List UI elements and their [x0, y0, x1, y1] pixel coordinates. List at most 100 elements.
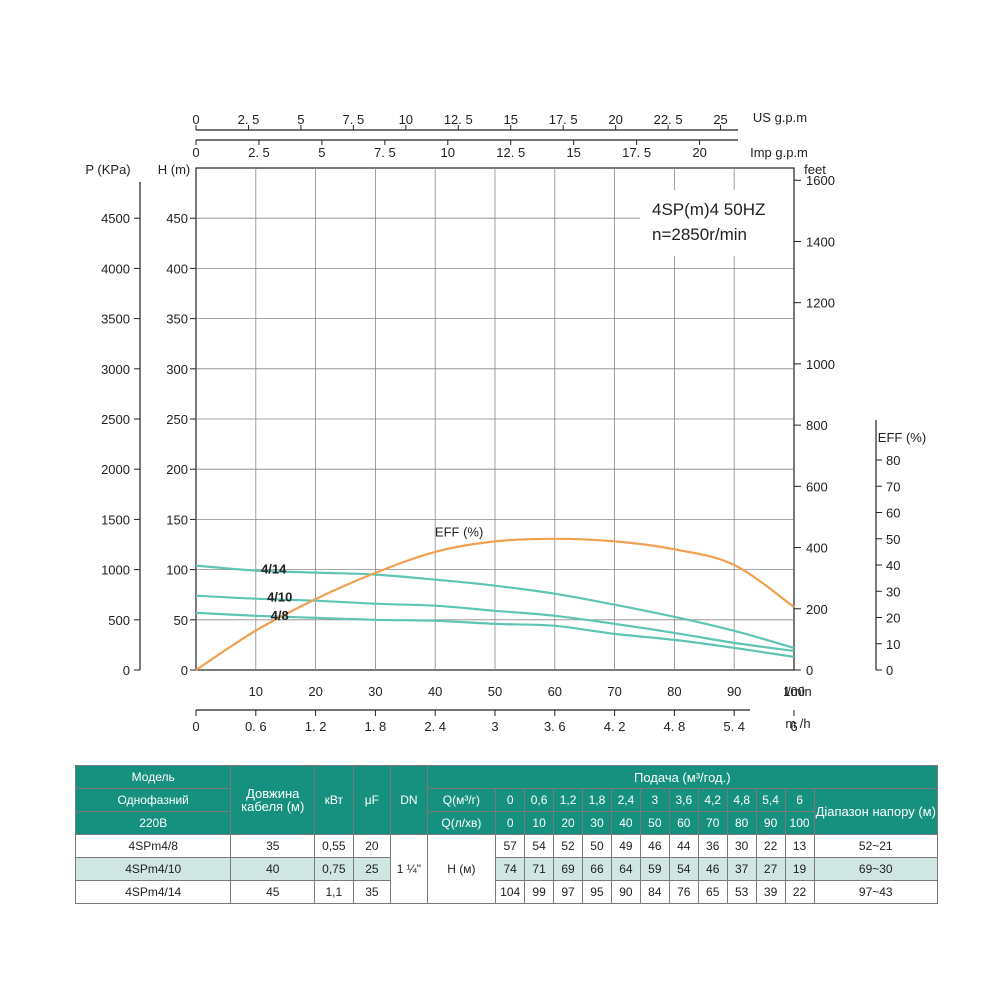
cell-head: 59	[639, 857, 670, 881]
chart-subtitle: n=2850r/min	[652, 225, 747, 244]
m3h-tick-label: 1. 8	[365, 719, 387, 734]
imp-tick-label: 12. 5	[496, 145, 525, 160]
cell-head: 57	[495, 834, 526, 858]
h-axis-tick-label: 350	[166, 312, 188, 327]
cell-range: 97~43	[813, 880, 938, 904]
cell-head: 27	[755, 857, 786, 881]
m3h-axis-label: m /h	[785, 716, 810, 731]
cell-uf: 25	[352, 857, 392, 881]
cell-head: 46	[697, 857, 728, 881]
feet-axis-tick-label: 0	[806, 663, 813, 678]
p-axis-tick-label: 2500	[101, 412, 130, 427]
m3h-tick-label: 2. 4	[424, 719, 446, 734]
imp-tick-label: 5	[318, 145, 325, 160]
q-lmin-value: 70	[697, 811, 728, 835]
q-lmin-value: 10	[524, 811, 555, 835]
series-label: 4/10	[267, 590, 292, 605]
m3h-tick-label: 3. 6	[544, 719, 566, 734]
cell-head: 95	[582, 880, 612, 904]
h-axis-tick-label: 200	[166, 462, 188, 477]
m3h-tick-label: 4. 8	[664, 719, 686, 734]
cell-head: 22	[784, 880, 815, 904]
hdr-voltage: 220В	[74, 811, 232, 835]
p-axis-label: P (KPa)	[85, 162, 130, 177]
lmin-tick-label: 60	[548, 684, 562, 699]
eff-curve	[195, 537, 795, 671]
imp-axis-label: Imp g.p.m	[750, 145, 808, 160]
h-axis-tick-label: 250	[166, 412, 188, 427]
cell-head: 74	[495, 857, 526, 881]
p-axis-tick-label: 3500	[101, 312, 130, 327]
cell-uf: 20	[352, 834, 392, 858]
cell-head: 104	[495, 880, 526, 904]
hdr-model: Модель	[74, 765, 232, 789]
imp-tick-label: 10	[441, 145, 455, 160]
h-axis-tick-label: 50	[174, 613, 188, 628]
feet-axis-tick-label: 200	[806, 602, 828, 617]
q-m3-value: 4,2	[697, 788, 728, 812]
cell-head: 44	[668, 834, 699, 858]
q-m3-value: 1,2	[553, 788, 583, 812]
hdr-uf: μF	[352, 765, 392, 835]
lmin-tick-label: 10	[249, 684, 263, 699]
imp-tick-label: 2. 5	[248, 145, 270, 160]
us-axis-label: US g.p.m	[753, 110, 807, 125]
eff-axis-label: EFF (%)	[878, 430, 926, 445]
eff-axis-tick-label: 40	[886, 558, 900, 573]
p-axis-tick-label: 0	[123, 663, 130, 678]
m3h-tick-label: 6	[790, 719, 797, 734]
feet-axis-label: feet	[804, 162, 826, 177]
table-row: 4SPm4/10 40 0,75 25 74 71 69 66 64 59 54 46 37 27 19 69…	[74, 857, 938, 881]
cell-dn: 1 ¼"	[390, 834, 428, 904]
h-axis-tick-label: 150	[166, 512, 188, 527]
q-m3-value: 4,8	[726, 788, 757, 812]
lmin-tick-label: 30	[368, 684, 382, 699]
p-axis-tick-label: 1000	[101, 563, 130, 578]
hdr-q-m3: Q(м³/г)	[426, 788, 497, 812]
imp-tick-label: 0	[192, 145, 199, 160]
eff-axis-tick-label: 80	[886, 453, 900, 468]
us-tick-label: 5	[297, 112, 304, 127]
q-m3-value: 0,6	[524, 788, 555, 812]
cell-head: 49	[610, 834, 641, 858]
eff-axis-tick-label: 60	[886, 506, 900, 521]
imp-tick-label: 20	[692, 145, 706, 160]
labels: 4/14 4/10 4/8 EFF (%)	[261, 524, 483, 622]
feet-axis-tick-label: 800	[806, 418, 828, 433]
feet-axis-tick-label: 400	[806, 541, 828, 556]
q-lmin-value: 50	[639, 811, 670, 835]
imp-tick-label: 17. 5	[622, 145, 651, 160]
us-tick-label: 7. 5	[343, 112, 365, 127]
q-m3-value: 1,8	[582, 788, 612, 812]
cell-cable: 40	[230, 857, 316, 881]
cell-uf: 35	[352, 880, 392, 904]
cell-cable: 35	[230, 834, 316, 858]
table-row: 4SPm4/14 45 1,1 35 104 99 97 95 90 84 76 65 53 39 22 97…	[74, 880, 938, 904]
lmin-axis-label: l/min	[784, 684, 811, 699]
p-axis-tick-label: 2000	[101, 462, 130, 477]
cell-head: 99	[524, 880, 555, 904]
eff-axis-tick-label: 0	[886, 663, 893, 678]
cell-head: 53	[726, 880, 757, 904]
us-tick-label: 10	[399, 112, 413, 127]
hdr-cable: Довжина кабеля (м)	[230, 765, 316, 835]
cell-head: 46	[639, 834, 670, 858]
cell-h-label: Н (м)	[426, 834, 497, 904]
hdr-dn: DN	[390, 765, 428, 835]
q-lmin-value: 80	[726, 811, 757, 835]
head-curve-4-14	[195, 564, 795, 649]
cell-model: 4SPm4/14	[74, 880, 232, 904]
p-axis-tick-label: 1500	[101, 512, 130, 527]
p-axis-tick-label: 4000	[101, 261, 130, 276]
cell-head: 69	[553, 857, 583, 881]
q-lmin-value: 60	[668, 811, 699, 835]
series-label: 4/14	[261, 562, 287, 577]
cell-head: 84	[639, 880, 670, 904]
m3h-tick-label: 1. 2	[305, 719, 327, 734]
m3h-tick-label: 0. 6	[245, 719, 267, 734]
q-lmin-value: 0	[495, 811, 526, 835]
cell-head: 13	[784, 834, 815, 858]
q-m3-value: 5,4	[755, 788, 786, 812]
eff-axis-tick-label: 20	[886, 611, 900, 626]
h-axis-tick-label: 100	[166, 563, 188, 578]
